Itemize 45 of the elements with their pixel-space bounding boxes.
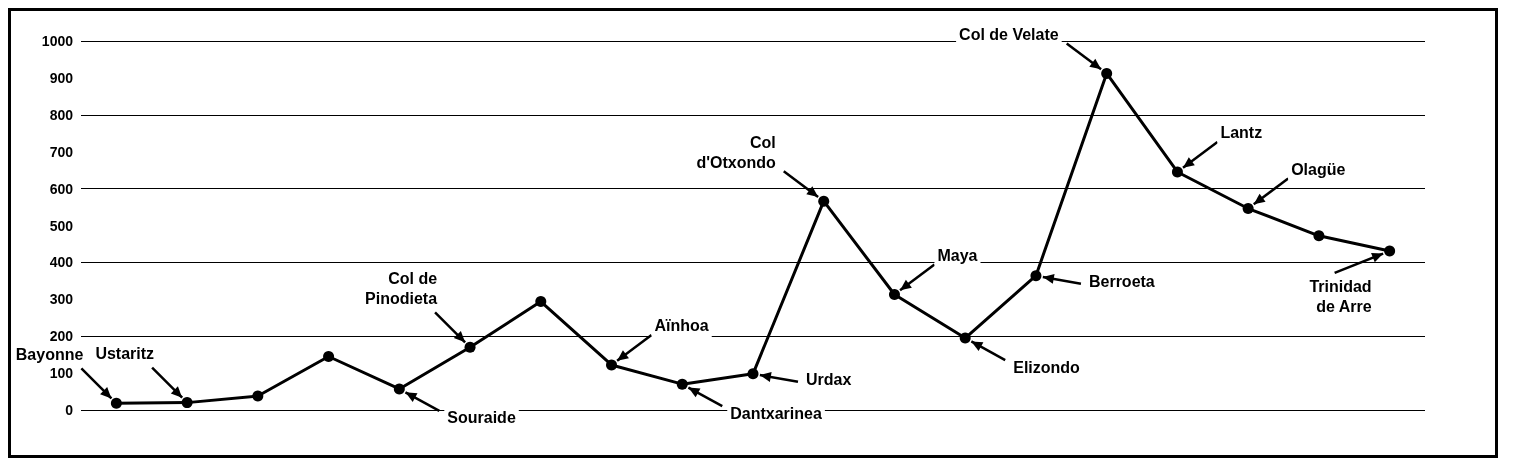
- data-label: Urdax: [806, 371, 852, 389]
- data-label: Trinidad de Arre: [1309, 278, 1372, 316]
- point: [252, 390, 264, 402]
- data-label: Berroeta: [1088, 273, 1155, 291]
- y-tick-label: 100: [49, 365, 74, 382]
- data-label: Lantz: [1220, 124, 1263, 142]
- data-label: Col d'Otxondo: [696, 133, 776, 171]
- y-tick-label: 500: [49, 217, 74, 234]
- y-tick-label: 200: [49, 328, 74, 345]
- data-label: Col de Pinodieta: [365, 269, 438, 307]
- y-tick-label: 0: [65, 402, 74, 418]
- point: [110, 397, 122, 409]
- point: [323, 351, 335, 362]
- point: [1242, 203, 1254, 215]
- y-tick-label: 600: [49, 180, 74, 197]
- data-label: Col de Velate: [959, 25, 1059, 43]
- point: [393, 383, 405, 395]
- data-label: Dantxarinea: [730, 404, 822, 422]
- data-label: Souraide: [447, 409, 516, 427]
- data-label: Aïnhoa: [654, 317, 709, 335]
- point: [959, 332, 971, 344]
- point: [818, 195, 830, 207]
- y-tick-label: 900: [49, 69, 74, 86]
- data-label: Ustaritz: [95, 345, 155, 363]
- point: [676, 378, 688, 390]
- point: [1384, 245, 1396, 257]
- point: [1030, 270, 1042, 282]
- point: [1101, 67, 1113, 79]
- point: [464, 341, 476, 353]
- point: [747, 368, 759, 380]
- point: [606, 359, 618, 371]
- data-label: Elizondo: [1013, 358, 1081, 376]
- y-tick-label: 1000: [41, 33, 74, 49]
- data-label: Olagüe: [1291, 161, 1346, 179]
- data-label: Maya: [937, 247, 978, 264]
- y-tick-label: 300: [49, 291, 74, 308]
- y-tick-label: 700: [49, 143, 74, 160]
- data-label: Bayonne: [15, 345, 84, 363]
- point: [888, 289, 900, 300]
- point: [1313, 230, 1325, 242]
- y-tick-label: 400: [49, 254, 74, 271]
- point: [1171, 166, 1183, 178]
- point: [181, 397, 193, 409]
- y-tick-label: 800: [49, 106, 74, 123]
- point: [535, 296, 547, 308]
